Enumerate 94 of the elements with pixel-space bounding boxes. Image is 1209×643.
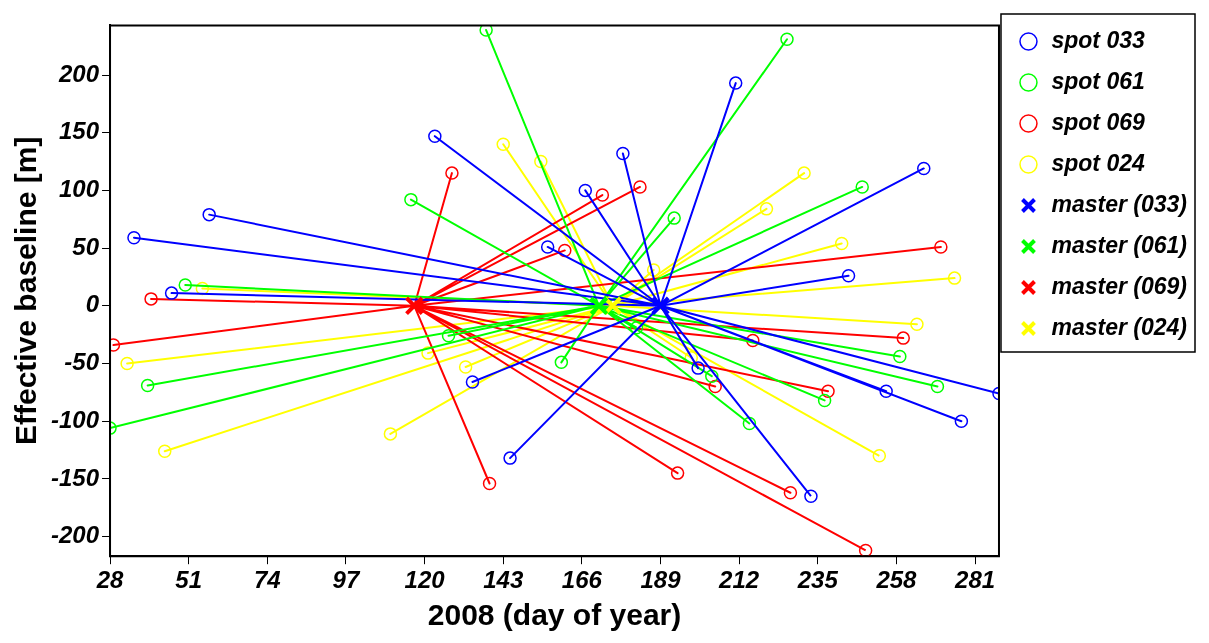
point	[441, 329, 456, 343]
legend-label: spot 061	[1051, 67, 1145, 94]
point	[746, 333, 760, 348]
point	[458, 360, 473, 374]
point	[503, 451, 517, 465]
point	[670, 466, 685, 480]
x-tick-label: 51	[175, 566, 203, 594]
point	[646, 263, 661, 277]
y-tick-label: 200	[57, 59, 100, 87]
point	[479, 25, 493, 37]
y-tick-label: -50	[64, 348, 100, 376]
y-axis-title: Effective baseline [m]	[9, 136, 43, 446]
point	[705, 369, 719, 383]
x-tick-label: 189	[640, 566, 682, 594]
legend-label: master (024)	[1051, 313, 1188, 340]
point	[691, 361, 705, 375]
point	[589, 296, 609, 316]
point	[684, 350, 699, 365]
point	[202, 207, 216, 222]
point	[855, 180, 869, 194]
y-tick-label: 150	[58, 117, 100, 145]
x-axis-title: 2008 (day of year)	[427, 598, 682, 632]
point	[650, 296, 671, 316]
point	[383, 427, 398, 441]
legend-label: spot 024	[1051, 149, 1145, 176]
x-tick-label: 258	[875, 566, 918, 594]
point	[817, 393, 832, 408]
point	[783, 485, 798, 500]
point	[465, 375, 480, 389]
point	[140, 378, 155, 393]
point	[879, 384, 893, 398]
point	[633, 180, 647, 194]
x-tick-label: 143	[483, 566, 524, 594]
legend-label: spot 033	[1051, 26, 1145, 53]
y-tick-label: -100	[50, 405, 100, 433]
legend-label: master (061)	[1051, 231, 1188, 258]
point	[896, 331, 910, 345]
x-tick-label: 97	[332, 566, 361, 594]
point	[534, 154, 548, 169]
point	[144, 292, 158, 306]
x-tick-label: 212	[718, 566, 760, 594]
point	[893, 349, 907, 364]
x-tick-label: 235	[796, 566, 839, 594]
point	[540, 240, 555, 254]
x-tick-label: 166	[561, 566, 603, 594]
point	[445, 166, 459, 180]
point	[578, 183, 593, 198]
point	[629, 320, 644, 335]
point	[708, 379, 722, 394]
x-tick-label: 281	[954, 566, 996, 594]
point	[157, 444, 172, 458]
point	[872, 449, 887, 463]
point	[428, 129, 442, 143]
x-tick-label: 28	[95, 566, 125, 594]
point	[930, 379, 945, 394]
point	[954, 414, 969, 428]
point	[554, 355, 569, 370]
point	[804, 489, 818, 503]
point	[759, 202, 774, 216]
point	[558, 243, 572, 258]
point	[164, 286, 179, 300]
point	[178, 278, 192, 292]
point	[667, 211, 681, 225]
point	[917, 161, 931, 176]
y-tick-label: -200	[50, 521, 100, 549]
y-tick-label: 0	[85, 290, 100, 318]
legend-label: spot 069	[1051, 108, 1145, 135]
point	[404, 296, 425, 316]
point	[595, 188, 610, 202]
point	[742, 416, 757, 431]
point	[910, 317, 924, 332]
x-tick-label: 120	[404, 566, 446, 594]
point	[127, 230, 141, 245]
point	[496, 137, 510, 151]
point	[195, 281, 210, 296]
point	[858, 543, 873, 557]
point	[728, 76, 743, 90]
y-tick-label: 50	[72, 232, 100, 260]
point	[404, 192, 418, 207]
point	[947, 271, 962, 285]
point	[797, 166, 811, 180]
point	[482, 476, 497, 491]
point	[841, 269, 856, 283]
point	[780, 32, 794, 46]
point	[821, 384, 835, 398]
y-tick-label: 100	[58, 175, 100, 203]
x-tick-label: 74	[253, 566, 281, 594]
point	[934, 240, 948, 254]
legend-label: master (069)	[1051, 272, 1188, 299]
y-tick-label: -150	[50, 463, 100, 491]
point	[834, 236, 849, 251]
point	[120, 356, 134, 371]
point	[616, 146, 630, 161]
legend-label: master (033)	[1051, 190, 1188, 217]
